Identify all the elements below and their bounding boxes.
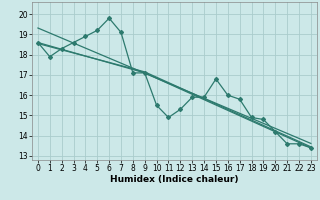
X-axis label: Humidex (Indice chaleur): Humidex (Indice chaleur) [110, 175, 239, 184]
